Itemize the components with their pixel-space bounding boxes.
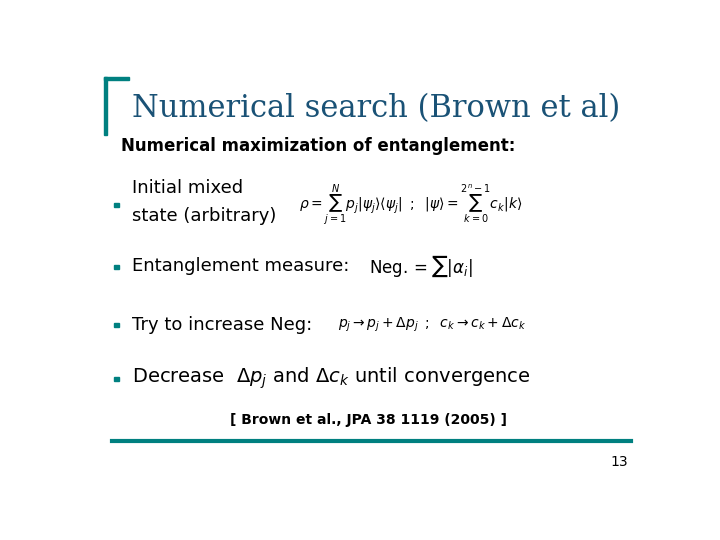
Bar — [114, 377, 119, 381]
Bar — [104, 77, 129, 80]
Text: [ Brown et al., JPA 38 1119 (2005) ]: [ Brown et al., JPA 38 1119 (2005) ] — [230, 413, 508, 427]
Text: $\mathrm{Neg.} = \sum |\alpha_i|$: $\mathrm{Neg.} = \sum |\alpha_i|$ — [369, 254, 473, 279]
Text: state (arbitrary): state (arbitrary) — [132, 207, 276, 225]
Bar — [114, 323, 119, 327]
Text: Decrease  $\Delta p_j$ and $\Delta c_k$ until convergence: Decrease $\Delta p_j$ and $\Delta c_k$ u… — [132, 366, 531, 391]
Bar — [114, 265, 119, 269]
Text: Try to increase Neg:: Try to increase Neg: — [132, 316, 312, 334]
Bar — [104, 77, 107, 136]
Text: $p_j \rightarrow p_j + \Delta p_j \;\;;\;\; c_k \rightarrow c_k + \Delta c_k$: $p_j \rightarrow p_j + \Delta p_j \;\;;\… — [338, 315, 526, 334]
Text: 13: 13 — [611, 455, 629, 469]
Bar — [114, 203, 119, 207]
Text: Entanglement measure:: Entanglement measure: — [132, 258, 349, 275]
Text: $\rho = \sum_{j=1}^{N} p_j |\psi_j\rangle\langle\psi_j|$$\;\;;\;\;$$|\psi\rangle: $\rho = \sum_{j=1}^{N} p_j |\psi_j\rangl… — [300, 181, 523, 227]
Text: Numerical search (Brown et al): Numerical search (Brown et al) — [132, 93, 620, 124]
Text: Initial mixed: Initial mixed — [132, 179, 243, 197]
Text: Numerical maximization of entanglement:: Numerical maximization of entanglement: — [121, 137, 515, 155]
